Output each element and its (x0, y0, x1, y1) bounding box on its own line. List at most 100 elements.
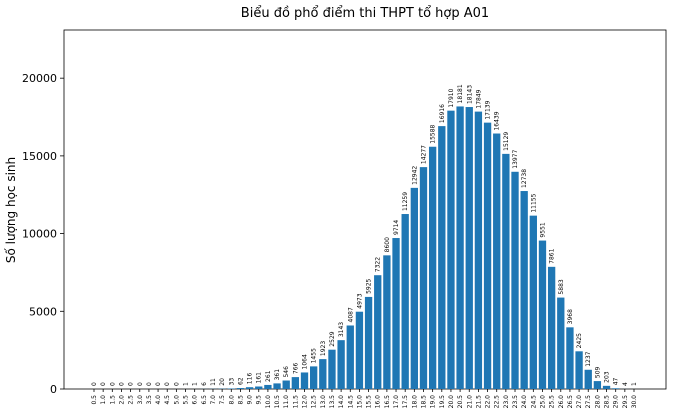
x-tick-label: 6.0 (192, 395, 199, 405)
value-label: 16439 (494, 111, 501, 130)
bar (310, 366, 318, 389)
x-tick-label: 18.0 (411, 395, 418, 409)
x-tick-label: 4.0 (155, 395, 162, 405)
bar (374, 275, 382, 389)
value-label: 11155 (530, 193, 537, 212)
value-label: 9714 (393, 220, 400, 235)
x-tick-label: 29.0 (613, 395, 620, 409)
bar (602, 385, 611, 389)
value-label: 62 (237, 377, 244, 385)
value-label: 5883 (558, 279, 565, 294)
value-label: 4087 (347, 307, 354, 322)
x-tick-label: 27.0 (576, 395, 583, 409)
x-tick-label: 28.5 (604, 395, 611, 409)
x-tick-label: 19.5 (439, 395, 446, 409)
bar (493, 133, 501, 389)
bar (383, 255, 391, 389)
x-tick-label: 10.5 (274, 395, 281, 409)
bar (264, 384, 272, 389)
value-label: 0 (118, 382, 125, 386)
value-label: 14277 (420, 145, 427, 164)
value-label: 1 (631, 382, 638, 386)
value-label: 15129 (503, 132, 510, 151)
x-tick-label: 29.5 (622, 395, 629, 409)
value-label: 1 (183, 382, 190, 386)
bar (538, 240, 547, 389)
value-label: 3143 (338, 322, 345, 337)
value-label: 1064 (302, 354, 309, 369)
bar (483, 122, 492, 389)
chart-title: Biểu đồ phổ điểm thi THPT tổ hợp A01 (241, 6, 489, 21)
value-label: 18143 (466, 85, 473, 104)
bar (520, 191, 528, 389)
bar (300, 372, 309, 389)
value-label: 15588 (430, 124, 437, 143)
x-tick-label: 25.5 (549, 395, 556, 409)
x-tick-label: 1.0 (100, 395, 107, 405)
value-label: 7861 (549, 248, 556, 263)
bar (410, 187, 418, 389)
x-tick-label: 12.5 (311, 395, 318, 409)
bar (227, 388, 235, 389)
x-tick-label: 11.5 (292, 395, 299, 409)
x-tick-label: 12.0 (302, 395, 309, 409)
x-tick-label: 13.0 (320, 395, 327, 409)
value-label: 47 (613, 377, 620, 385)
bar (456, 106, 464, 389)
x-tick-label: 15.0 (356, 395, 363, 409)
y-axis-label: Số lượng học sinh (4, 157, 18, 263)
value-label: 1923 (320, 341, 327, 356)
value-label: 1455 (311, 348, 318, 363)
bar (511, 171, 519, 389)
x-tick-label: 16.5 (384, 395, 391, 409)
value-label: 17910 (448, 88, 455, 107)
x-tick-label: 11.0 (283, 395, 290, 409)
bar (502, 153, 510, 389)
bar (419, 167, 428, 389)
bar (428, 146, 437, 389)
x-tick-label: 5.5 (183, 395, 190, 405)
bar (337, 340, 345, 389)
x-tick-label: 23.5 (512, 395, 519, 409)
bar (392, 238, 400, 389)
value-label: 0 (164, 382, 171, 386)
x-tick-label: 30.0 (631, 395, 638, 409)
value-label: 766 (292, 362, 299, 374)
x-tick-label: 8.0 (228, 395, 235, 405)
bar (236, 388, 245, 389)
bar (346, 325, 354, 389)
value-label: 20 (219, 378, 226, 386)
bar (575, 351, 583, 389)
x-tick-label: 0.5 (91, 395, 98, 405)
x-tick-label: 8.5 (237, 395, 244, 405)
bar (593, 381, 602, 389)
x-tick-label: 13.5 (329, 395, 336, 409)
bar (282, 380, 290, 389)
bar (438, 126, 446, 389)
value-label: 16916 (439, 104, 446, 123)
x-tick-label: 19.0 (430, 395, 437, 409)
bar (364, 296, 373, 389)
y-tick-label: 20000 (22, 72, 57, 85)
x-tick-label: 2.0 (118, 395, 125, 405)
x-tick-label: 20.0 (448, 395, 455, 409)
value-label: 116 (247, 373, 254, 385)
bar (319, 359, 327, 389)
value-label: 9551 (539, 222, 546, 237)
x-tick-label: 24.0 (521, 395, 528, 409)
y-tick-label: 10000 (22, 228, 57, 241)
x-tick-label: 3.5 (146, 395, 153, 405)
x-tick-label: 16.0 (375, 395, 382, 409)
x-tick-label: 23.0 (503, 395, 510, 409)
x-tick-label: 7.0 (210, 395, 217, 405)
x-tick-label: 26.5 (567, 395, 574, 409)
x-tick-label: 28.0 (594, 395, 601, 409)
value-label: 5925 (366, 278, 373, 293)
y-tick-label: 15000 (22, 150, 57, 163)
x-tick-label: 24.5 (530, 395, 537, 409)
value-label: 0 (146, 382, 153, 386)
bar (584, 369, 592, 389)
x-tick-label: 14.5 (347, 395, 354, 409)
x-tick-label: 17.0 (393, 395, 400, 409)
